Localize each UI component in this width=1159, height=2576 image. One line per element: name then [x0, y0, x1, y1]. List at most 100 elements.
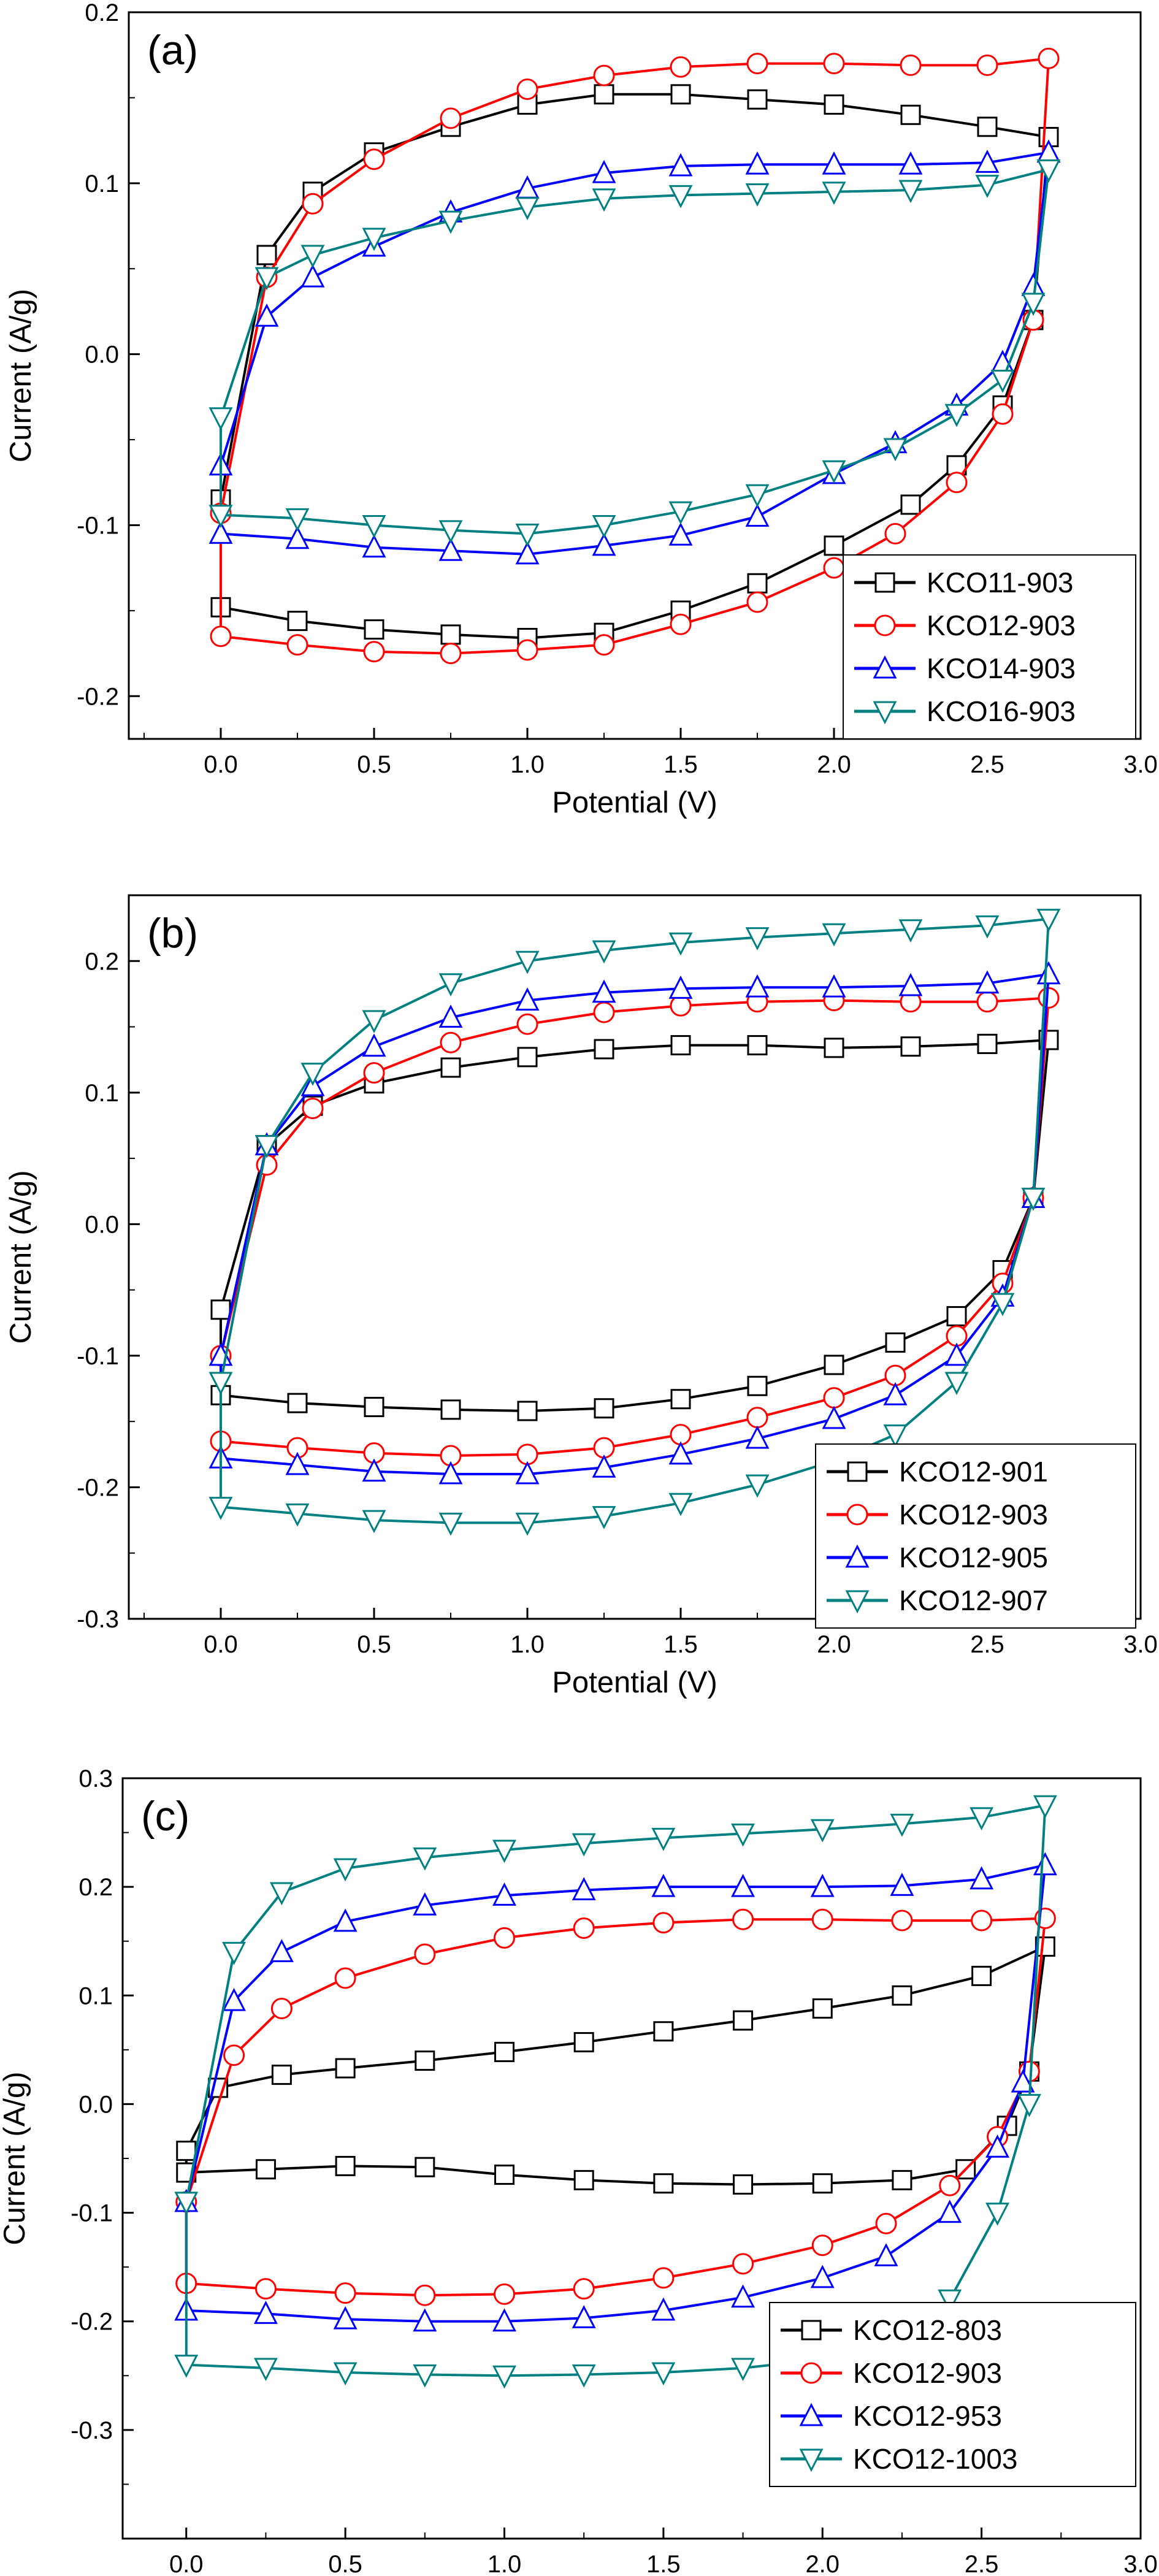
data-point: [208, 521, 233, 544]
x-tick-label: 0.5: [357, 1631, 391, 1658]
plot-frame: [128, 894, 1142, 1620]
data-point: [883, 1424, 908, 1448]
data-point: [492, 2365, 516, 2389]
data-point: [516, 1013, 538, 1035]
data-point: [747, 1375, 768, 1396]
x-tick-label: 1.5: [664, 1631, 698, 1658]
data-point: [174, 2192, 199, 2215]
data-point: [670, 84, 691, 105]
data-point: [745, 1425, 770, 1449]
x-tick-label: 1.0: [510, 1631, 545, 1658]
legend-marker: [847, 1461, 868, 1482]
y-tick-label: 0.2: [85, 948, 119, 975]
panel-b: 0.0 0.5 1.0 1.5 2.0 2.5 3.0 -0.3 -0.2 -0.1 0.0 0.1 0…: [4, 894, 1158, 1699]
data-point: [651, 1827, 676, 1851]
data-point: [746, 591, 768, 613]
data-point: [898, 180, 923, 204]
series-line: [185, 1917, 1047, 2297]
data-point: [413, 2308, 437, 2332]
data-point: [892, 1985, 912, 2006]
data-point: [668, 501, 693, 525]
data-point: [362, 227, 386, 251]
data-point: [885, 1332, 906, 1353]
legend-label: KCO12-907: [899, 1584, 1048, 1616]
x-tick-label: 2.5: [970, 751, 1004, 778]
y-tick-label: 0.3: [78, 1765, 113, 1792]
legend-marker: [873, 701, 897, 725]
data-point: [592, 1506, 616, 1529]
data-point: [810, 1873, 835, 1897]
data-point: [651, 2362, 676, 2386]
x-tick-label: 3.0: [1123, 1631, 1158, 1658]
y-tick-label: 0.1: [78, 1982, 113, 2009]
data-point: [592, 1454, 616, 1478]
x-tick-label: 3.0: [1123, 2551, 1158, 2576]
data-point: [745, 974, 770, 998]
legend-marker: [799, 2448, 824, 2472]
data-point: [254, 1135, 279, 1158]
data-point: [975, 175, 1000, 198]
legend-marker: [845, 1590, 870, 1614]
data-point: [592, 979, 616, 1003]
data-point: [302, 193, 324, 215]
data-point: [823, 1387, 845, 1409]
data-point: [668, 976, 693, 999]
x-tick-label: 0.0: [169, 2551, 204, 2576]
x-axis-label: Potential (V): [552, 1666, 717, 1699]
data-point: [413, 2364, 437, 2388]
data-point: [1036, 961, 1061, 985]
data-point: [494, 1927, 515, 1949]
data-point: [174, 2355, 199, 2378]
legend-label: KCO11-903: [927, 567, 1074, 598]
data-point: [985, 2203, 1010, 2226]
x-tick-label: 2.5: [970, 1631, 1004, 1658]
data-point: [516, 78, 538, 100]
data-point: [271, 2065, 292, 2085]
data-point: [494, 2041, 514, 2062]
legend-label: KCO14-903: [927, 652, 1076, 684]
series-KCO14-903: [208, 139, 1061, 565]
y-tick-label: -0.3: [77, 1606, 119, 1633]
data-point: [812, 1998, 833, 2019]
x-tick-label: 0.5: [357, 751, 391, 778]
data-point: [210, 1299, 231, 1320]
x-tick-label: 1.5: [664, 751, 698, 778]
legend-label: KCO12-803: [853, 2314, 1002, 2346]
data-point: [573, 1917, 595, 1939]
data-point: [977, 1033, 998, 1054]
data-point: [362, 1033, 386, 1057]
legend-label: KCO12-953: [853, 2400, 1002, 2432]
data-point: [515, 1461, 540, 1485]
data-point: [363, 1062, 385, 1084]
data-point: [362, 1458, 386, 1482]
x-tick-label: 2.5: [965, 2551, 999, 2576]
data-point: [334, 2282, 356, 2304]
data-point: [975, 970, 1000, 994]
data-point: [891, 1909, 913, 1932]
data-point: [733, 2174, 754, 2195]
legend-box: [769, 2302, 1136, 2487]
panel-a: 0.0 0.5 1.0 1.5 2.0 2.5 3.0 -0.2 -0.1 0.0 0.1 0.2 Po…: [4, 0, 1158, 819]
data-point: [515, 197, 540, 221]
x-tick-label: 1.5: [646, 2551, 681, 2576]
data-point: [592, 940, 616, 964]
data-point: [944, 403, 969, 427]
x-tick-label: 1.0: [510, 751, 545, 778]
series-line: [220, 973, 1050, 1475]
data-point: [732, 2253, 754, 2275]
data-point: [1033, 1795, 1057, 1819]
data-point: [811, 2234, 833, 2257]
data-point: [975, 915, 1000, 939]
data-point: [668, 1492, 693, 1516]
data-point: [975, 150, 1000, 173]
data-point: [300, 245, 325, 269]
data-point: [1021, 292, 1046, 316]
data-point: [440, 643, 462, 665]
data-point: [208, 1497, 233, 1520]
panel-label: (a): [147, 27, 198, 74]
data-point: [732, 1908, 754, 1930]
data-point: [1038, 47, 1060, 69]
data-point: [745, 1474, 770, 1498]
data-point: [824, 1355, 844, 1375]
data-point: [747, 1035, 768, 1056]
